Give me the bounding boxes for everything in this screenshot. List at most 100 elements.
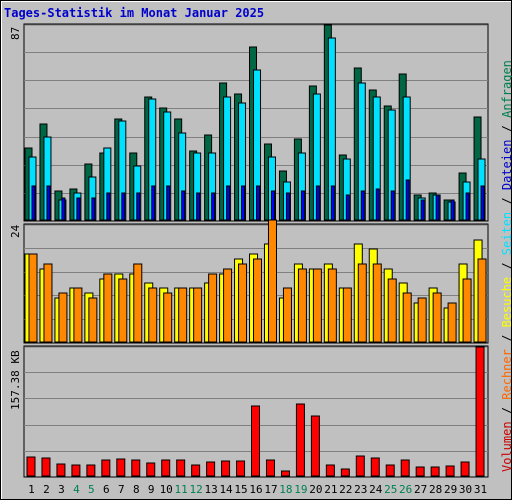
bar-volumen-day-29 — [445, 465, 455, 477]
bar-volumen-day-7 — [116, 458, 126, 477]
day-label: 28 — [429, 483, 442, 496]
day-label: 25 — [384, 483, 397, 496]
bar-volumen-day-5 — [86, 464, 96, 477]
bar-seiten-day-24 — [375, 188, 380, 221]
day-label: 17 — [264, 483, 277, 496]
bar-rechner-day-6 — [103, 273, 113, 343]
day-label: 30 — [459, 483, 472, 496]
bar-rechner-day-30 — [462, 278, 472, 343]
bar-seiten-day-29 — [450, 199, 455, 221]
day-label: 2 — [43, 483, 50, 496]
legend-item: Volumen — [500, 421, 512, 472]
day-label: 14 — [219, 483, 233, 496]
legend-item: / — [500, 327, 512, 349]
bar-volumen-day-8 — [131, 459, 141, 477]
bar-seiten-day-27 — [420, 199, 425, 221]
bar-rechner-day-3 — [58, 292, 68, 343]
bar-volumen-day-9 — [146, 462, 156, 477]
panel1-ymax-label: 87 — [9, 26, 22, 40]
bar-seiten-day-8 — [136, 192, 141, 221]
bar-seiten-day-17 — [270, 190, 275, 221]
bar-seiten-day-18 — [285, 192, 290, 221]
day-label: 21 — [324, 483, 337, 496]
bar-seiten-day-14 — [226, 185, 231, 221]
bar-volumen-day-19 — [295, 403, 305, 477]
bar-seiten-day-5 — [91, 197, 96, 221]
bar-rechner-day-25 — [387, 278, 397, 343]
bar-volumen-day-20 — [310, 415, 320, 477]
day-label: 31 — [474, 483, 487, 496]
day-label: 26 — [399, 483, 412, 496]
bar-volumen-day-24 — [370, 457, 380, 477]
bar-volumen-day-3 — [56, 463, 66, 477]
bar-seiten-day-22 — [345, 194, 350, 221]
day-label: 9 — [148, 483, 155, 496]
bar-rechner-day-27 — [417, 297, 427, 343]
legend-item: / — [500, 255, 512, 277]
bar-rechner-day-16 — [253, 258, 263, 343]
bar-volumen-day-12 — [191, 464, 201, 477]
bar-rechner-day-12 — [193, 287, 203, 343]
day-label: 20 — [309, 483, 322, 496]
bar-seiten-day-19 — [300, 190, 305, 221]
bar-rechner-day-31 — [477, 258, 487, 343]
bar-seiten-day-6 — [106, 192, 111, 221]
bar-seiten-day-15 — [241, 185, 246, 221]
bar-seiten-day-31 — [480, 185, 485, 221]
bar-rechner-day-4 — [73, 287, 83, 343]
legend-item: Seiten — [500, 211, 512, 256]
day-label: 11 — [175, 483, 188, 496]
bar-rechner-day-1 — [28, 253, 38, 343]
bar-volumen-day-11 — [176, 459, 186, 477]
day-label: 23 — [354, 483, 367, 496]
bar-volumen-day-14 — [221, 460, 231, 477]
bar-rechner-day-22 — [342, 287, 352, 343]
bar-rechner-day-10 — [163, 292, 173, 343]
day-label: 12 — [190, 483, 203, 496]
bar-rechner-day-20 — [312, 268, 322, 343]
bar-seiten-day-1 — [31, 185, 36, 221]
legend-item: / — [500, 190, 512, 212]
bar-volumen-day-28 — [430, 466, 440, 477]
bar-volumen-day-13 — [206, 461, 216, 477]
day-label: 29 — [444, 483, 457, 496]
bar-seiten-day-12 — [196, 192, 201, 221]
bar-volumen-day-18 — [280, 470, 290, 477]
bar-rechner-day-7 — [118, 278, 128, 343]
panel3-ymax-label: 157.38 KB — [9, 350, 22, 410]
day-label: 1 — [28, 483, 35, 496]
bar-volumen-day-17 — [265, 459, 275, 477]
bar-seiten-day-21 — [330, 185, 335, 221]
bar-rechner-day-28 — [432, 292, 442, 343]
bar-rechner-day-11 — [178, 287, 188, 343]
panel2-ymax-label: 24 — [9, 224, 22, 238]
bar-rechner-day-17 — [267, 219, 277, 343]
bar-volumen-day-15 — [236, 460, 246, 477]
bar-volumen-day-27 — [415, 466, 425, 477]
legend-item: / — [500, 118, 512, 140]
bar-volumen-day-1 — [26, 456, 36, 477]
legend-item: Besuche — [500, 276, 512, 328]
bar-seiten-day-28 — [435, 194, 440, 221]
bar-rechner-day-29 — [447, 302, 457, 343]
bar-seiten-day-23 — [360, 190, 365, 221]
bar-volumen-day-21 — [325, 464, 335, 477]
day-label: 4 — [73, 483, 80, 496]
bar-seiten-day-4 — [76, 197, 81, 221]
bar-volumen-day-23 — [355, 455, 365, 477]
legend-item: Anfragen — [500, 60, 512, 118]
bar-volumen-day-10 — [161, 459, 171, 477]
day-label: 6 — [103, 483, 110, 496]
bar-volumen-day-26 — [400, 459, 410, 477]
day-label: 10 — [160, 483, 173, 496]
bar-rechner-day-5 — [88, 297, 98, 343]
day-label: 8 — [133, 483, 140, 496]
bar-seiten-day-9 — [151, 185, 156, 221]
bar-seiten-day-2 — [46, 185, 51, 221]
bar-volumen-day-4 — [71, 464, 81, 477]
day-label: 7 — [118, 483, 125, 496]
bar-volumen-day-6 — [101, 459, 111, 477]
bar-seiten-day-16 — [256, 185, 261, 221]
bar-seiten-day-11 — [181, 190, 186, 221]
